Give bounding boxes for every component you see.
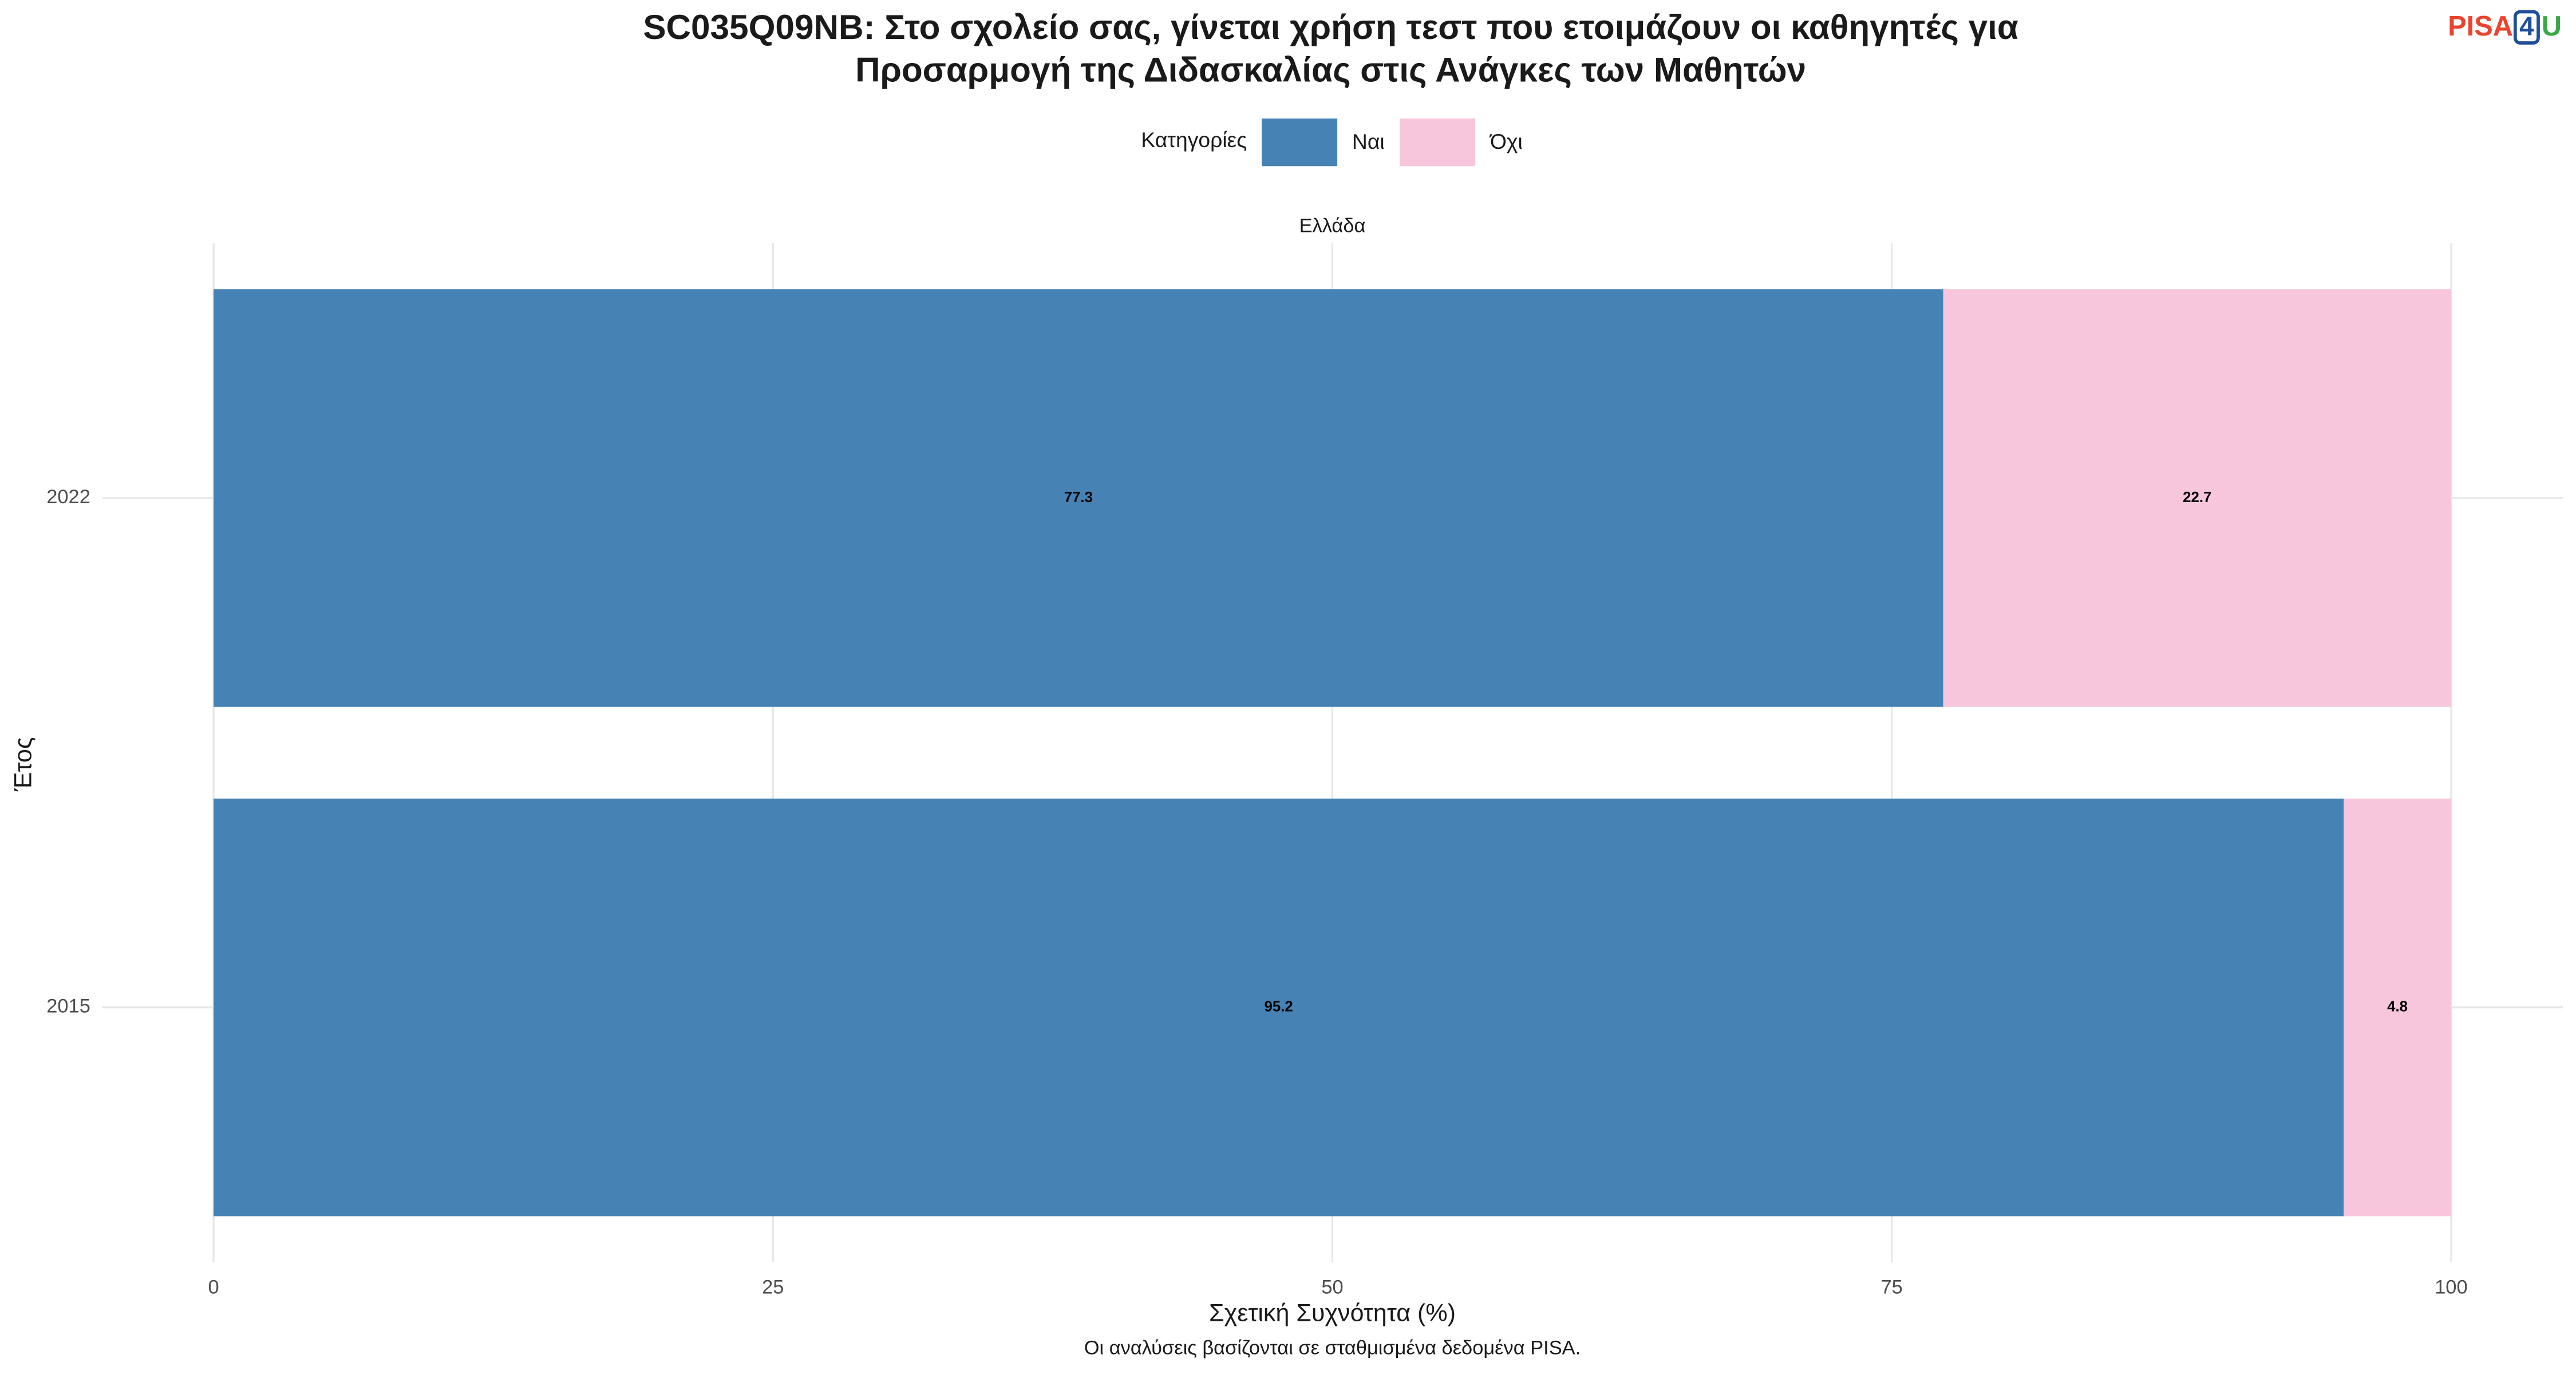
y-tick-label: 2022 bbox=[46, 486, 90, 508]
value-label: 22.7 bbox=[2183, 489, 2211, 506]
y-axis-label: Έτος bbox=[9, 737, 37, 792]
x-axis-label: Σχετική Συχνότητα (%) bbox=[1209, 1300, 1456, 1327]
x-tick-label: 50 bbox=[1321, 1276, 1343, 1298]
bar-segment bbox=[2344, 798, 2451, 1217]
x-tick-label: 0 bbox=[208, 1276, 219, 1298]
x-tick-label: 100 bbox=[2435, 1276, 2467, 1298]
legend-label: Όχι bbox=[1489, 129, 1523, 153]
logo: U bbox=[2542, 11, 2562, 42]
logo: 4 bbox=[2519, 11, 2534, 41]
bar-segment bbox=[214, 798, 2344, 1217]
bar-segment bbox=[1943, 289, 2451, 707]
legend-swatch bbox=[1400, 119, 1476, 167]
logo-box bbox=[2513, 10, 2540, 45]
logo: PISA bbox=[2448, 11, 2513, 42]
x-tick-label: 25 bbox=[762, 1276, 784, 1298]
legend-label: Ναι bbox=[1352, 129, 1385, 153]
facet-label: Ελλάδα bbox=[1299, 215, 1366, 237]
y-tick-label: 2015 bbox=[46, 996, 90, 1017]
value-label: 77.3 bbox=[1064, 489, 1093, 506]
caption: Οι αναλύσεις βασίζονται σε σταθμισμένα δ… bbox=[1084, 1337, 1581, 1359]
value-label: 95.2 bbox=[1265, 998, 1293, 1014]
x-tick-label: 75 bbox=[1881, 1276, 1903, 1298]
chart-title: Προσαρμογή της Διδασκαλίας στις Ανάγκες … bbox=[855, 50, 1806, 89]
legend-title: Κατηγορίες bbox=[1141, 128, 1247, 152]
value-label: 4.8 bbox=[2387, 998, 2408, 1014]
legend-swatch bbox=[1262, 119, 1338, 167]
bar-segment bbox=[214, 289, 1943, 707]
chart-title: SC035Q09NB: Στο σχολείο σας, γίνεται χρή… bbox=[643, 7, 2018, 46]
